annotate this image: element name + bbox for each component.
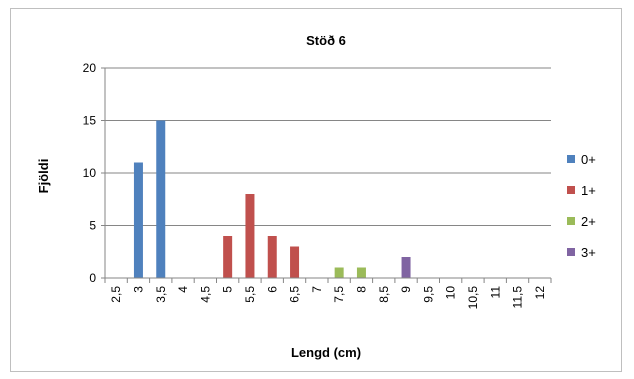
y-tick-label: 20 [83,61,97,75]
x-tick-label: 7 [310,286,324,293]
bar [223,236,233,278]
x-tick-label: 2,5 [109,286,123,303]
axes [101,67,552,283]
x-tick-label: 11,5 [511,286,525,309]
chart-title: Stöð 6 [306,33,346,48]
x-tick-label: 9,5 [421,286,435,303]
bar [245,194,255,278]
chart-frame [10,8,622,372]
y-tick-label: 15 [83,114,97,128]
legend-swatch [567,186,575,194]
bar [334,267,344,278]
legend: 0+ 1+ 2+ 3+ [567,152,596,260]
legend-label: 2+ [581,214,596,229]
x-tick-label: 5 [221,286,235,293]
x-tick-label: 5,5 [243,286,257,303]
gridlines [105,67,551,226]
y-tick-label: 10 [83,166,97,180]
x-tick-label: 10,5 [466,286,480,310]
legend-swatch [567,155,575,163]
legend-swatch [567,248,575,256]
legend-label: 1+ [581,183,596,198]
bar [356,267,366,278]
x-tick-label: 3 [131,286,145,293]
x-tick-labels: 2,5 3 3,5 4 4,5 5 5,5 6 6,5 7 7,5 8 8,5 9 9,5 10 10,5 11 1… [109,286,547,310]
x-tick-label: 4 [176,286,190,293]
x-tick-label: 12 [533,286,547,300]
x-tick-label: 4,5 [198,286,212,303]
bar [267,236,277,278]
y-tick-labels: 0 5 10 15 20 [83,61,97,285]
x-tick-label: 8 [354,286,368,293]
y-tick-label: 5 [89,219,96,233]
x-tick-label: 11 [488,286,502,299]
x-tick-label: 3,5 [154,286,168,303]
bar [401,257,411,278]
bar [156,120,166,278]
legend-label: 0+ [581,152,596,167]
x-tick-label: 8,5 [377,286,391,303]
x-tick-label: 6 [265,286,279,293]
legend-swatch [567,217,575,225]
legend-label: 3+ [581,245,596,260]
y-axis-label: Fjöldi [36,159,51,194]
bars [133,120,411,278]
x-tick-label: 10 [444,286,458,300]
y-tick-label: 0 [89,271,96,285]
x-axis-label: Lengd (cm) [291,345,361,360]
x-tick-label: 7,5 [332,286,346,303]
bar [133,162,143,278]
x-tick-label: 9 [399,286,413,293]
x-tick-label: 6,5 [288,286,302,303]
bar [290,246,300,278]
